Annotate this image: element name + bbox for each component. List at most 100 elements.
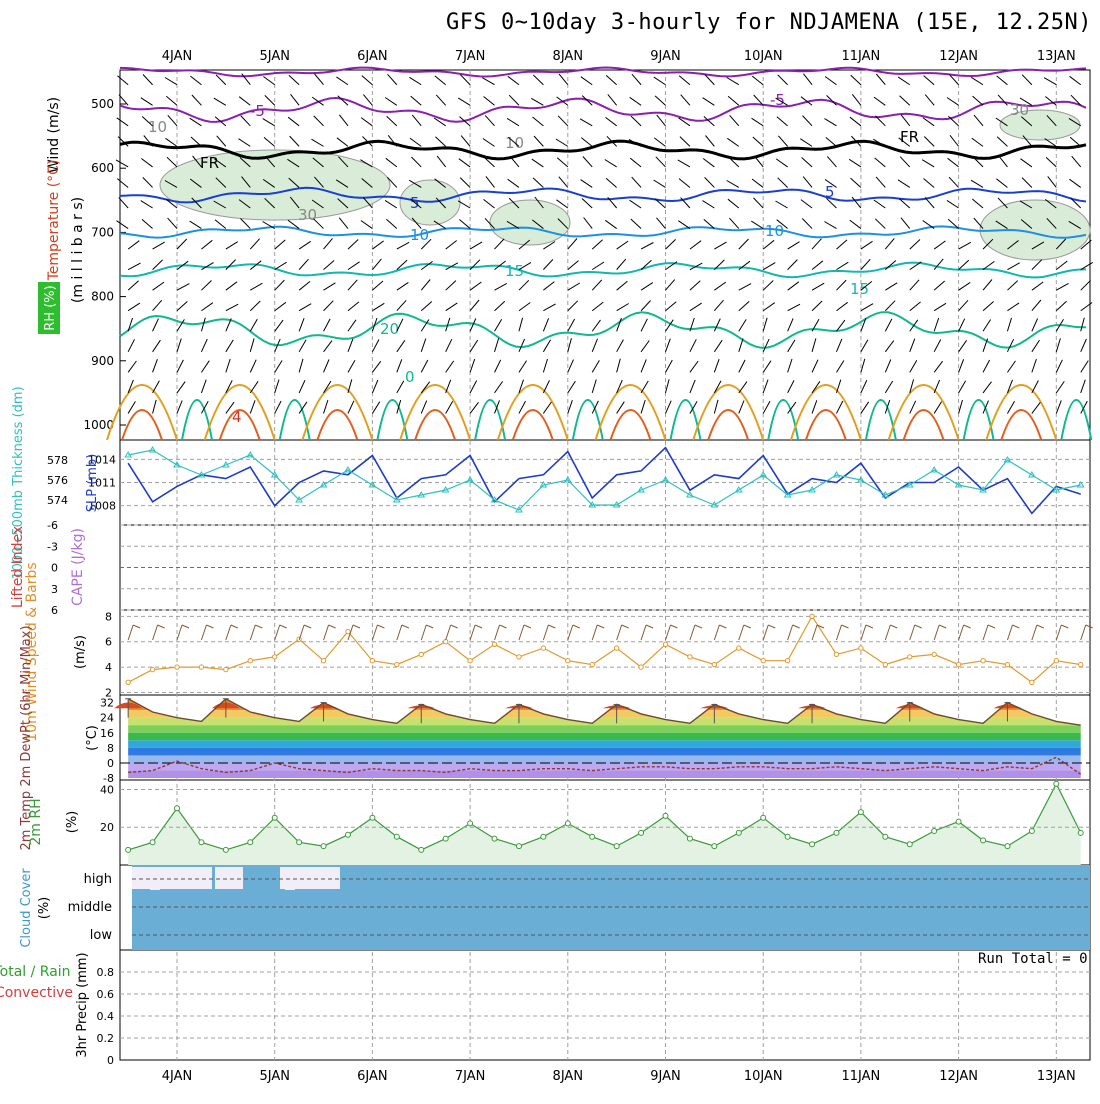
rh-point — [735, 829, 742, 836]
wind-barb — [225, 281, 238, 291]
wind-barb — [543, 281, 555, 291]
warm-contour — [301, 384, 374, 441]
wind10-barb — [200, 624, 207, 641]
wind-barb — [860, 303, 874, 312]
wind-barb — [166, 156, 178, 168]
wind-barb — [274, 239, 286, 250]
thickness-line — [128, 449, 1081, 511]
wind-barb — [787, 281, 800, 291]
wind-barb — [433, 220, 446, 229]
wind-barb — [531, 158, 544, 168]
wind-barb — [445, 280, 457, 291]
wind-barb — [678, 178, 691, 188]
wind10-point — [1004, 661, 1011, 668]
wind-barb — [469, 318, 477, 332]
wind-barb — [762, 302, 775, 312]
wind10-barb-flag — [890, 624, 898, 629]
wind-barb — [445, 338, 453, 353]
wind-barb — [738, 381, 748, 394]
wind-barb — [396, 340, 406, 353]
warm-contour — [399, 384, 472, 441]
wind-barb — [1019, 200, 1033, 209]
wind10-barb — [567, 624, 574, 641]
wind-barb — [946, 97, 959, 106]
wind-barb — [874, 157, 886, 168]
wind-barb — [958, 281, 971, 291]
wind-barb — [558, 176, 569, 188]
wind-barb — [533, 135, 544, 147]
wind-barb — [518, 379, 524, 394]
wind-barb — [323, 260, 335, 271]
wind-barb — [631, 176, 642, 188]
rh-point — [809, 841, 816, 848]
wind-barb — [616, 280, 628, 291]
wind-barb — [127, 240, 140, 250]
temp-contour-plus10 — [119, 225, 1087, 239]
wind-barb — [898, 137, 911, 147]
wind-barb — [274, 261, 287, 271]
wind10-point — [369, 658, 376, 664]
wind-barb — [982, 338, 989, 352]
wind-barb — [288, 74, 300, 86]
wind-barb — [665, 319, 674, 332]
wind-barb — [518, 400, 526, 414]
wind-barb — [494, 282, 508, 291]
wind-barb — [543, 241, 556, 250]
wind-barb — [360, 117, 373, 127]
rh-axis-label: 2m RH — [28, 798, 44, 845]
wind-barb — [518, 261, 532, 271]
wind-barb — [372, 280, 384, 291]
thickness-point — [710, 501, 719, 508]
rh-point — [418, 846, 425, 853]
wind-barb — [738, 238, 749, 250]
wind-barb — [567, 400, 573, 414]
cape-axis-label: CAPE (J/kg) — [70, 528, 86, 606]
wind-barb — [753, 94, 764, 106]
temp-axis-label: 2m Temp 2m DewPt (6hr Min/Max) — [19, 625, 34, 850]
wind-barb — [909, 379, 915, 394]
wind-barb — [531, 97, 544, 106]
temp-contour-plus5 — [119, 186, 1087, 204]
bottom-date-label: 8JAN — [553, 1069, 584, 1084]
rh-shading — [159, 149, 391, 221]
wind-barb — [409, 137, 422, 147]
wind-barb — [777, 74, 788, 86]
wind-barb — [884, 399, 891, 414]
wind-barb — [973, 217, 984, 229]
wind-barb — [679, 136, 691, 147]
wind-barb — [152, 339, 161, 353]
wind-barb — [249, 400, 256, 414]
wind10-point — [418, 651, 424, 658]
top-date-label: 5JAN — [259, 49, 290, 64]
slp-line — [127, 446, 1081, 515]
wind-barb — [704, 74, 715, 86]
thickness-point — [539, 481, 548, 488]
wind-barb — [225, 259, 236, 270]
wind-barb — [689, 240, 702, 250]
wind-barb — [116, 178, 129, 188]
wind-barb — [947, 218, 959, 229]
wind-barb — [860, 379, 868, 394]
temp-contour-plus20 — [119, 311, 1087, 349]
wind10-barb — [738, 624, 745, 641]
wind10-point — [907, 654, 913, 660]
wind-barb — [458, 158, 471, 168]
wind10-barb-flag — [694, 624, 703, 629]
wind-barb — [665, 301, 677, 312]
wind-barb — [287, 219, 300, 229]
wind-barb — [337, 198, 349, 209]
thickness-point — [734, 486, 743, 493]
wind-barb — [1046, 115, 1057, 127]
wind-barb — [1019, 97, 1033, 106]
wind10-barb — [1080, 624, 1087, 641]
top-date-label: 12JAN — [939, 49, 978, 64]
wind-barb — [629, 96, 642, 106]
wind10-barb-flag — [572, 624, 580, 629]
wind-barb — [1080, 279, 1091, 291]
wind-barb — [312, 157, 324, 168]
contour-label: -5 — [770, 91, 785, 109]
hot-contour — [902, 409, 945, 441]
wind-barb — [518, 302, 531, 312]
li-tick-label: 0 — [51, 562, 58, 575]
wind-barb — [811, 238, 822, 250]
